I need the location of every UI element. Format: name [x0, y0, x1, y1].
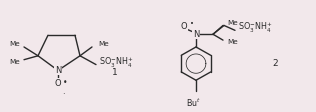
Text: .: .	[62, 87, 65, 96]
Text: N: N	[193, 30, 199, 39]
Text: Me: Me	[227, 39, 238, 45]
Text: 2: 2	[272, 59, 278, 68]
Text: N: N	[55, 66, 61, 75]
Text: SO$_3^{-}$NH$_4^{+}$: SO$_3^{-}$NH$_4^{+}$	[238, 20, 272, 34]
Text: Me: Me	[98, 41, 109, 47]
Text: Bu$^t$: Bu$^t$	[186, 97, 202, 109]
Text: SO$_3^{-}$NH$_4^{+}$: SO$_3^{-}$NH$_4^{+}$	[99, 56, 133, 70]
Text: O: O	[55, 79, 61, 88]
Text: O: O	[181, 22, 187, 31]
Text: Me: Me	[9, 41, 20, 47]
Text: •: •	[190, 22, 194, 27]
Text: •: •	[63, 78, 68, 87]
Text: Me: Me	[9, 59, 20, 65]
Text: 1: 1	[112, 68, 118, 77]
Text: Me: Me	[227, 19, 238, 26]
